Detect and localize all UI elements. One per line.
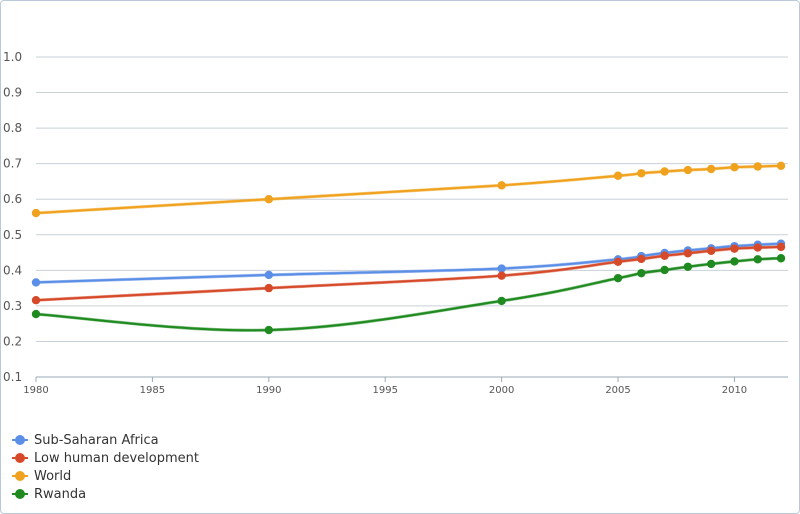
legend-item[interactable]: World xyxy=(12,467,199,485)
legend-label: World xyxy=(34,468,72,484)
data-point-rwanda[interactable] xyxy=(613,273,623,283)
y-tick-label: 0.4 xyxy=(3,263,22,277)
data-point-world[interactable] xyxy=(660,167,669,176)
data-point-world[interactable] xyxy=(753,162,762,171)
legend-swatch-dot xyxy=(15,435,25,445)
y-axis: 0.1 0.2 0.3 0.4 0.5 0.6 0.7 0.8 0.9 1.0 xyxy=(3,50,22,384)
data-point-rwanda[interactable] xyxy=(753,255,762,264)
data-point-low-human-development[interactable] xyxy=(660,251,669,260)
legend-label: Rwanda xyxy=(34,486,87,502)
data-point-low-human-development[interactable] xyxy=(776,242,786,252)
y-tick-label: 1.0 xyxy=(3,50,22,64)
x-tick-label: 2005 xyxy=(605,385,630,396)
data-point-sub-saharan-africa[interactable] xyxy=(264,270,274,280)
data-point-sub-saharan-africa[interactable] xyxy=(31,278,41,287)
data-point-rwanda[interactable] xyxy=(683,262,693,271)
legend-swatch-dot xyxy=(15,471,25,481)
data-point-low-human-development[interactable] xyxy=(683,249,693,258)
data-point-rwanda[interactable] xyxy=(31,309,41,319)
series-line-low-human-development xyxy=(35,245,782,302)
x-tick-label: 1990 xyxy=(256,385,281,396)
legend-swatch-dot xyxy=(15,489,25,499)
data-point-world[interactable] xyxy=(613,171,623,180)
data-point-world[interactable] xyxy=(497,181,506,190)
legend-swatch xyxy=(12,489,28,499)
data-point-low-human-development[interactable] xyxy=(753,243,762,252)
legend-item[interactable]: Sub-Saharan Africa xyxy=(12,431,199,449)
data-point-rwanda[interactable] xyxy=(497,296,506,306)
data-point-world[interactable] xyxy=(637,169,646,178)
y-tick-label: 0.3 xyxy=(3,299,22,313)
y-tick-label: 0.5 xyxy=(3,228,22,242)
x-tick-label: 1995 xyxy=(372,385,397,396)
gridlines xyxy=(36,56,788,378)
y-tick-label: 0.6 xyxy=(3,192,22,206)
data-point-low-human-development[interactable] xyxy=(637,254,646,264)
data-point-low-human-development[interactable] xyxy=(613,257,623,266)
legend-swatch xyxy=(12,453,28,463)
x-tick-label: 2000 xyxy=(489,385,514,396)
data-point-rwanda[interactable] xyxy=(776,254,786,263)
data-point-low-human-development[interactable] xyxy=(706,246,716,255)
y-tick-label: 0.7 xyxy=(3,157,22,171)
legend-swatch xyxy=(12,471,28,481)
x-tick-label: 2010 xyxy=(722,385,747,396)
y-tick-label: 0.2 xyxy=(3,334,22,348)
data-point-rwanda[interactable] xyxy=(730,257,739,266)
series-points xyxy=(31,161,786,335)
data-point-low-human-development[interactable] xyxy=(264,283,274,293)
data-point-low-human-development[interactable] xyxy=(31,296,41,305)
legend-label: Low human development xyxy=(34,450,199,466)
y-tick-label: 0.1 xyxy=(3,370,22,384)
legend-swatch xyxy=(12,435,28,445)
data-point-world[interactable] xyxy=(683,165,693,175)
legend: Sub-Saharan Africa Low human development W… xyxy=(12,431,199,503)
data-point-rwanda[interactable] xyxy=(264,325,274,335)
data-point-rwanda[interactable] xyxy=(660,265,669,275)
data-point-world[interactable] xyxy=(706,164,716,174)
legend-label: Sub-Saharan Africa xyxy=(34,432,159,448)
x-tick-label: 1980 xyxy=(23,385,48,396)
y-tick-label: 0.9 xyxy=(3,86,22,100)
legend-item[interactable]: Low human development xyxy=(12,449,199,467)
data-point-rwanda[interactable] xyxy=(637,268,646,278)
data-point-rwanda[interactable] xyxy=(706,259,716,269)
legend-swatch-dot xyxy=(15,453,25,463)
series-line-sub-saharan-africa xyxy=(35,242,782,284)
data-point-world[interactable] xyxy=(730,163,739,172)
y-tick-label: 0.8 xyxy=(3,121,22,135)
x-tick-label: 1985 xyxy=(140,385,165,396)
data-point-world[interactable] xyxy=(264,195,274,204)
series-line-halo-sub-saharan-africa xyxy=(35,242,782,285)
data-point-low-human-development[interactable] xyxy=(497,271,506,280)
legend-item[interactable]: Rwanda xyxy=(12,485,199,503)
x-axis: 1980 1985 1990 1995 2000 2005 2010 xyxy=(23,377,747,396)
data-point-sub-saharan-africa[interactable] xyxy=(497,264,506,273)
data-point-low-human-development[interactable] xyxy=(730,244,739,253)
data-point-world[interactable] xyxy=(31,208,41,218)
data-point-world[interactable] xyxy=(776,161,786,170)
